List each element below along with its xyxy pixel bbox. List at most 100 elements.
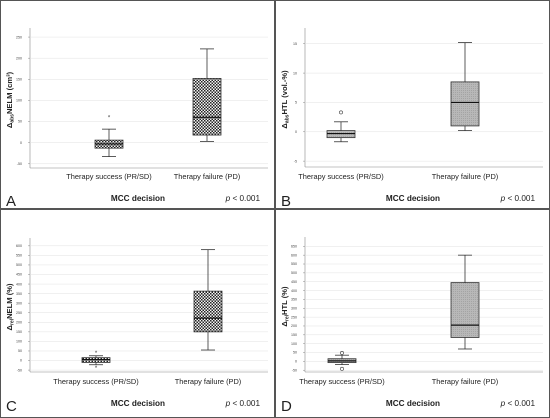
y-tick-label: 600: [291, 253, 297, 257]
p-value-text: < 0.001: [230, 194, 260, 203]
y-tick-label: 500: [291, 271, 297, 275]
panel-c-frame: [0, 209, 275, 418]
y-axis-label-text: HTL (%): [280, 286, 289, 315]
panel-letter: B: [281, 193, 291, 210]
category-label: Therapy success (PR/SD): [66, 172, 151, 181]
outlier-marker: *: [95, 366, 98, 372]
y-tick-label: 100: [16, 99, 22, 103]
category-label: Therapy failure (PD): [174, 172, 241, 181]
box-iqr: [193, 290, 223, 333]
y-axis-label-subscript: abs: [285, 114, 291, 123]
panel-c: -50 0 50 100 150 200 250 300 350 400 450 500 550 600 *…: [5, 238, 268, 415]
y-tick-label: 300: [16, 301, 22, 305]
y-tick-label: 400: [16, 282, 22, 286]
category-label: Therapy failure (PD): [432, 172, 499, 181]
y-tick-label: 200: [291, 324, 297, 328]
y-tick-label: 550: [16, 254, 22, 258]
x-axis-title: MCC decision: [111, 194, 165, 203]
y-axis-label-text: NELM (%): [5, 283, 14, 319]
panel-b: -5 0 5 10 15 Therapy success (PR/SD) Therapy f…: [280, 28, 543, 210]
y-tick-label: 500: [16, 263, 22, 267]
p-value-text: < 0.001: [505, 399, 535, 408]
y-axis-label: ΔrelNELM (%): [5, 283, 16, 330]
p-value: p < 0.001: [500, 399, 536, 408]
y-axis-label-subscript: abs: [10, 114, 16, 123]
y-axis-label-symbol: Δ: [5, 325, 14, 331]
y-tick-label: 450: [291, 280, 297, 284]
panel-d-frame: [275, 209, 550, 418]
x-axis-title: MCC decision: [111, 399, 165, 408]
y-tick-label: 50: [18, 120, 22, 124]
y-tick-label: 50: [18, 349, 22, 353]
y-axis-label: ΔabsHTL (vol.-%): [280, 70, 291, 129]
y-tick-label: 650: [291, 245, 297, 249]
p-value-symbol: p: [225, 194, 231, 203]
y-tick-label: 550: [291, 262, 297, 266]
outlier-marker: *: [95, 351, 98, 357]
panel-a-frame: [0, 0, 275, 209]
y-axis-label: ΔabsNELM (cm³): [5, 71, 16, 128]
y-axis-label-text: HTL (vol.-%): [280, 70, 289, 115]
y-tick-label: 100: [291, 342, 297, 346]
y-tick-label: 250: [291, 315, 297, 319]
category-label: Therapy failure (PD): [432, 377, 499, 386]
y-axis-label-symbol: Δ: [280, 321, 289, 327]
y-axis-label-symbol: Δ: [280, 123, 289, 129]
y-axis-label-text: NELM (cm³): [5, 71, 14, 114]
category-label: Therapy success (PR/SD): [298, 172, 383, 181]
y-axis-label-symbol: Δ: [5, 122, 14, 128]
panel-letter: D: [281, 398, 292, 415]
y-tick-label: 0: [20, 359, 22, 363]
y-tick-label: 200: [16, 320, 22, 324]
y-axis-label-subscript: rel: [285, 314, 291, 321]
y-tick-label: 5: [295, 101, 297, 105]
y-tick-label: 350: [291, 298, 297, 302]
x-axis-title: MCC decision: [386, 194, 440, 203]
panel-d: -50 0 50 100 150 200 250 300 350 400 450 500 550 600 6…: [280, 237, 543, 415]
p-value: p < 0.001: [225, 194, 261, 203]
p-value: p < 0.001: [500, 194, 536, 203]
y-tick-label: 350: [16, 292, 22, 296]
y-tick-label: 200: [16, 56, 22, 60]
box-iqr: [450, 282, 480, 338]
y-axis-label-subscript: rel: [10, 318, 16, 325]
y-tick-label: 600: [16, 244, 22, 248]
p-value-symbol: p: [225, 399, 231, 408]
y-tick-label: 100: [16, 340, 22, 344]
y-tick-label: 150: [291, 333, 297, 337]
panel-letter: C: [6, 398, 17, 415]
box-iqr: [450, 81, 480, 127]
panel-letter: A: [6, 193, 16, 210]
y-tick-label: -5: [294, 159, 297, 163]
y-tick-label: 150: [16, 78, 22, 82]
x-axis-title: MCC decision: [386, 399, 440, 408]
y-tick-label: 15: [293, 42, 297, 46]
y-tick-label: 0: [20, 141, 22, 145]
outlier-marker: [340, 350, 344, 355]
p-value-symbol: p: [500, 399, 506, 408]
y-tick-label: 50: [293, 351, 297, 355]
category-label: Therapy success (PR/SD): [299, 377, 384, 386]
y-tick-label: -50: [17, 162, 22, 166]
p-value: p < 0.001: [225, 399, 261, 408]
y-tick-label: 250: [16, 311, 22, 315]
category-label: Therapy success (PR/SD): [53, 377, 138, 386]
category-label: Therapy failure (PD): [175, 377, 242, 386]
y-tick-label: 0: [295, 130, 297, 134]
p-value-symbol: p: [500, 194, 506, 203]
outlier-marker: [339, 110, 343, 115]
y-tick-label: 300: [291, 306, 297, 310]
outlier-marker: *: [108, 115, 111, 121]
panel-a: -50 0 50 100 150 200 250 * Therapy success (PR/S…: [5, 28, 268, 210]
box-iqr: [192, 78, 222, 136]
y-tick-label: 10: [293, 71, 297, 75]
p-value-text: < 0.001: [505, 194, 535, 203]
y-tick-label: 0: [295, 360, 297, 364]
y-tick-label: -50: [17, 368, 22, 372]
y-tick-label: 450: [16, 273, 22, 277]
y-axis-label: ΔrelHTL (%): [280, 286, 291, 327]
y-tick-label: 250: [16, 35, 22, 39]
outlier-marker: [340, 366, 344, 371]
